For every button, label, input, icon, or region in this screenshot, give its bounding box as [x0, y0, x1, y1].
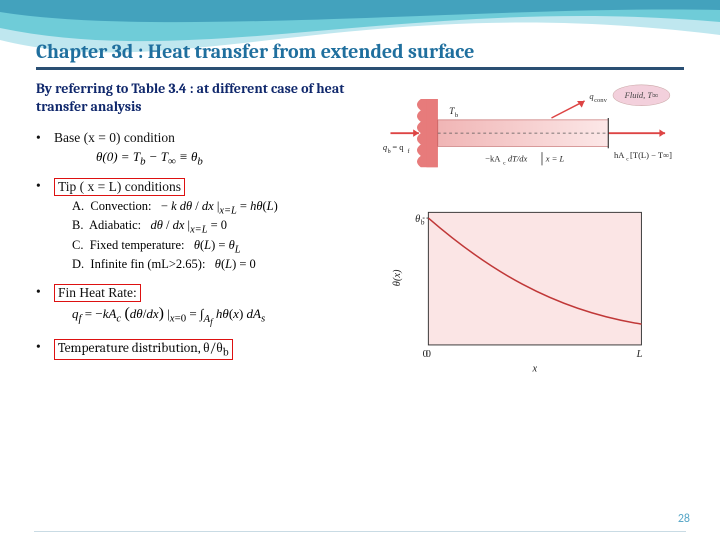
svg-text:Fluid, T∞: Fluid, T∞	[624, 90, 659, 100]
svg-text:c: c	[503, 160, 506, 166]
eq-base: θ(0) = Tb − T∞ ≡ θb	[96, 149, 371, 168]
intro-text: By referring to Table 3.4 : at different…	[36, 80, 371, 116]
svg-text:b: b	[421, 217, 425, 226]
bullet-icon: •	[36, 339, 46, 355]
theta-chart: θ b 0 L x θ(x) 0	[381, 201, 684, 381]
bullet-base-label: Base (x = 0) condition	[54, 130, 175, 146]
bullet-dist-label: Temperature distribution, θ/θb	[54, 339, 233, 360]
tip-c: C. Fixed temperature: θ(L) = θL	[72, 238, 371, 256]
svg-text:hA: hA	[614, 150, 625, 160]
svg-text:[T(L) − T∞]: [T(L) − T∞]	[630, 150, 672, 160]
fin-diagram: Fluid, T∞ q conv T b q b = q f −kA c dT/…	[381, 82, 684, 196]
svg-text:−kA: −kA	[485, 154, 501, 164]
bullet-icon: •	[36, 178, 46, 194]
bullet-tip-label: Tip ( x = L) conditions	[54, 178, 185, 196]
svg-text:b: b	[455, 112, 459, 119]
svg-text:x = L: x = L	[545, 154, 565, 164]
svg-text:dT/dx: dT/dx	[508, 154, 528, 164]
tip-b: B. Adiabatic: dθ / dx |x=L = 0	[72, 218, 371, 236]
svg-text:conv: conv	[594, 97, 608, 104]
bullet-icon: •	[36, 284, 46, 300]
bullet-rate-label: Fin Heat Rate:	[54, 284, 141, 302]
svg-text:θ: θ	[415, 213, 420, 224]
svg-text:x: x	[531, 363, 537, 374]
svg-text:0: 0	[426, 349, 431, 360]
left-column: By referring to Table 3.4 : at different…	[36, 80, 371, 386]
bullet-icon: •	[36, 130, 46, 146]
tip-d: D. Infinite fin (mL>2.65): θ(L) = 0	[72, 257, 371, 272]
svg-text:= q: = q	[392, 142, 404, 152]
page-number: 28	[678, 512, 690, 526]
title-underline	[36, 67, 684, 70]
eq-rate: qf = −kAc (dθ/dx) |x=0 = ∫Af hθ(x) dAs	[72, 305, 371, 327]
footer-line	[34, 531, 686, 532]
svg-text:c: c	[626, 157, 629, 163]
svg-text:L: L	[636, 349, 643, 360]
right-column: Fluid, T∞ q conv T b q b = q f −kA c dT/…	[381, 80, 684, 386]
slide-title: Chapter 3d : Heat transfer from extended…	[36, 30, 684, 63]
tip-a: A. Convection: − k dθ / dx |x=L = hθ(L)	[72, 199, 371, 217]
svg-text:f: f	[407, 148, 410, 155]
svg-text:θ(x): θ(x)	[392, 269, 403, 286]
svg-text:b: b	[388, 149, 391, 155]
